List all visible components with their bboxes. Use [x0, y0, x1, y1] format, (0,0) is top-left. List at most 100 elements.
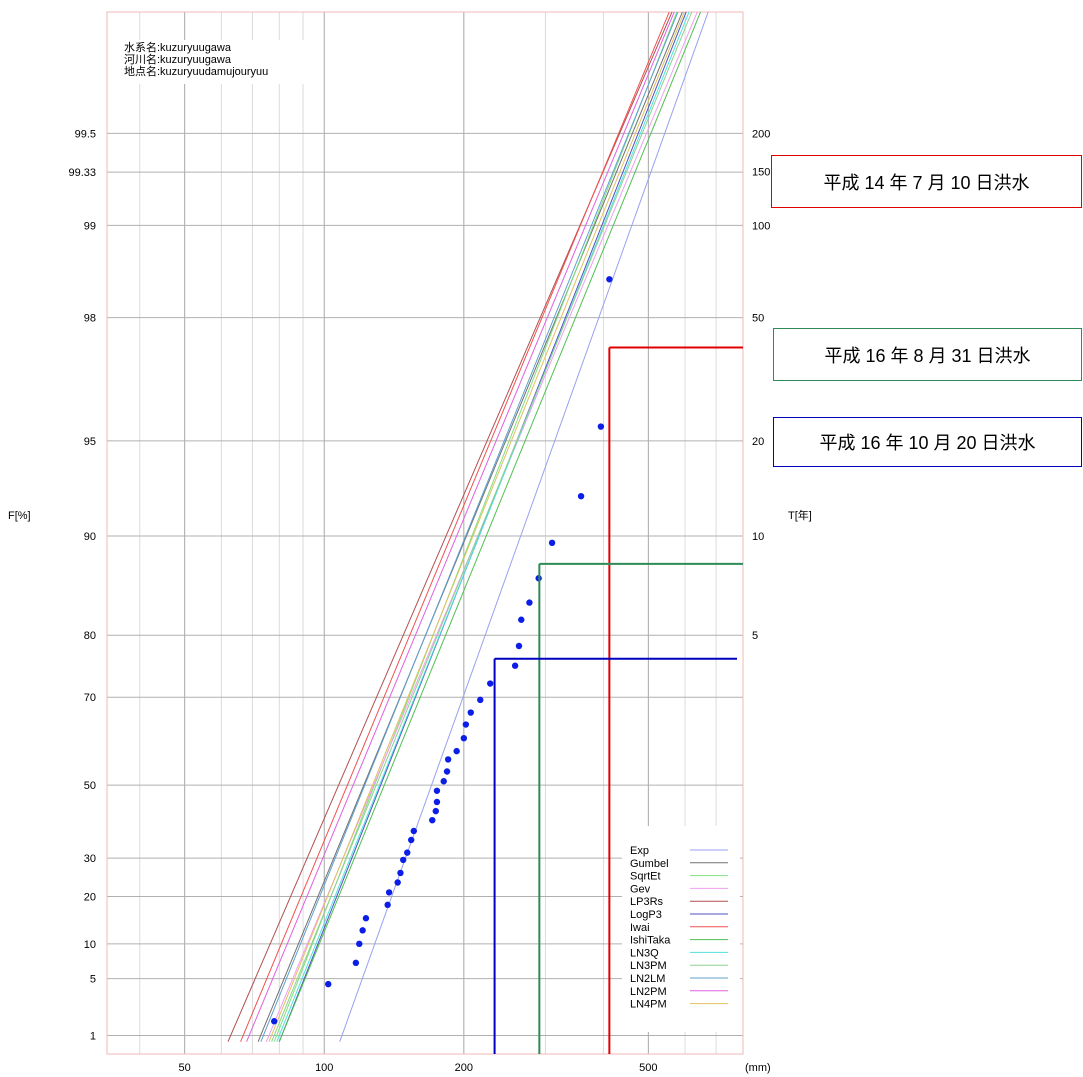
y-axis-label-right: T[年] — [788, 508, 812, 522]
data-point — [606, 276, 613, 283]
y-tick-label-right: 200 — [752, 128, 770, 140]
legend: ExpGumbelSqrtEtGevLP3RsLogP3IwaiIshiTaka… — [622, 826, 740, 1032]
y-tick-label-left: 30 — [84, 853, 96, 865]
y-tick-label-right: 50 — [752, 313, 764, 325]
legend-box — [622, 826, 740, 1032]
y-tick-label-left: 20 — [84, 891, 96, 903]
fit-line-ishitaka — [278, 12, 702, 1042]
x-tick-label: 50 — [179, 1062, 191, 1074]
y-tick-label-left: 95 — [84, 436, 96, 448]
data-point — [271, 1018, 278, 1025]
y-tick-label-left: 1 — [90, 1030, 96, 1042]
data-point — [467, 709, 474, 716]
legend-label: Exp — [630, 845, 649, 857]
flood-markers — [493, 346, 743, 1054]
data-point — [597, 423, 605, 430]
data-point — [429, 816, 436, 824]
data-point — [404, 849, 411, 856]
x-tick-label: 200 — [455, 1062, 473, 1074]
fit-line-ln3pm — [271, 12, 693, 1042]
data-point — [384, 901, 391, 909]
legend-label: LN3PM — [630, 960, 667, 972]
data-point — [432, 807, 439, 815]
data-point — [359, 927, 366, 934]
legend-label: IshiTaka — [630, 935, 671, 947]
legend-label: LN4PM — [630, 999, 667, 1011]
y-tick-label-right: 100 — [752, 220, 770, 232]
legend-label: LN2LM — [630, 973, 665, 985]
data-point — [444, 756, 452, 763]
data-point — [407, 836, 415, 844]
data-point — [548, 539, 556, 547]
y-tick-label-left: 80 — [84, 630, 96, 642]
y-tick-label-left: 99 — [84, 220, 96, 232]
data-point — [385, 889, 393, 896]
data-point — [477, 696, 484, 704]
y-tick-label-left: 70 — [84, 692, 96, 704]
legend-label: LP3Rs — [630, 896, 664, 908]
data-point — [433, 787, 441, 794]
y-tick-label-left: 5 — [90, 974, 96, 986]
data-point — [487, 680, 494, 687]
y-tick-label-left: 10 — [84, 939, 96, 951]
info-box — [112, 40, 312, 84]
fit-line-lp3rs — [227, 12, 673, 1042]
y-tick-label-left: 90 — [84, 531, 96, 543]
legend-label: LN3Q — [630, 947, 659, 959]
y-tick-label-left: 99.5 — [75, 128, 96, 140]
y-tick-label-right: 10 — [752, 531, 764, 543]
fit-line-ln2lm — [260, 12, 679, 1042]
x-tick-label: 500 — [639, 1062, 657, 1074]
fit-lines — [227, 12, 709, 1042]
data-point — [362, 915, 370, 922]
data-point — [515, 642, 523, 650]
plot-frame — [106, 11, 744, 1055]
info-line: 河川名:kuzuryuugawa — [124, 52, 232, 66]
fit-line-exp — [339, 12, 709, 1042]
fit-line-ln4pm — [268, 12, 685, 1042]
flood-label-box: 平成 16 年 10 月 20 日洪水 — [773, 417, 1082, 467]
flood-label-box: 平成 14 年 7 月 10 日洪水 — [771, 155, 1082, 208]
info-line: 水系名:kuzuryuugawa — [124, 40, 232, 54]
y-tick-label-right: 150 — [752, 166, 770, 178]
legend-label: LogP3 — [630, 909, 662, 921]
data-point — [440, 778, 447, 785]
flood-label-box: 平成 16 年 8 月 31 日洪水 — [773, 328, 1082, 381]
data-point — [511, 662, 519, 669]
x-tick-label: 100 — [315, 1062, 333, 1074]
data-point — [526, 599, 533, 606]
data-point — [325, 980, 332, 988]
data-point — [577, 492, 585, 500]
data-point — [433, 798, 441, 806]
y-tick-label-left: 98 — [84, 313, 96, 325]
x-axis-label: (mm) — [745, 1062, 771, 1074]
y-tick-label-right: 5 — [752, 630, 758, 642]
data-point — [394, 879, 401, 886]
data-point — [397, 869, 404, 877]
legend-label: LN2PM — [630, 986, 667, 998]
info-line: 地点名:kuzuryuudamujouryuu — [124, 64, 268, 78]
legend-label: SqrtEt — [630, 871, 661, 883]
fit-line-ln2pm — [246, 12, 675, 1042]
data-point — [518, 616, 525, 623]
y-tick-label-left: 99.33 — [68, 167, 96, 179]
data-point — [453, 747, 460, 755]
y-tick-label-right: 20 — [752, 436, 764, 448]
data-point — [462, 721, 470, 728]
data-points — [271, 276, 613, 1025]
fit-line-gumbel — [257, 12, 683, 1042]
data-point — [352, 959, 360, 967]
tick-labels: 50 100 200 500 1 5 10 20 30 50 70 80 90 95 98 99 99.33 99… — [68, 128, 770, 1074]
data-point — [410, 827, 417, 835]
fit-line-iwai — [240, 12, 670, 1042]
data-point — [460, 734, 468, 742]
data-point — [356, 940, 363, 948]
legend-label: Gumbel — [630, 858, 669, 870]
fit-line-ln3q — [276, 12, 690, 1042]
legend-label: Gev — [630, 883, 651, 895]
y-tick-label-left: 50 — [84, 780, 96, 792]
legend-label: Iwai — [630, 922, 650, 934]
y-axis-label-left: F[%] — [8, 510, 31, 522]
data-point — [399, 856, 407, 864]
